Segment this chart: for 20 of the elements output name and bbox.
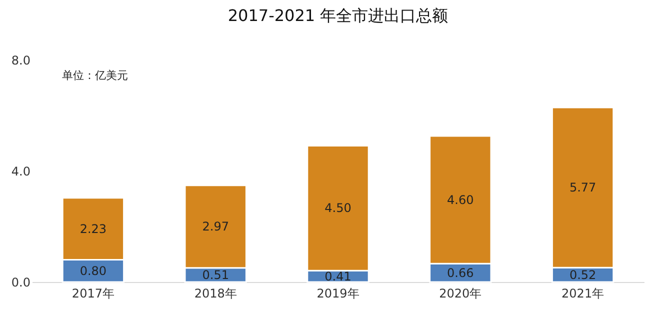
annotation: 单位：亿美元	[62, 69, 128, 82]
x-tick-label: 2020年	[439, 286, 482, 300]
data-label: 0.52	[569, 268, 596, 282]
data-label: 0.41	[324, 269, 352, 284]
data-label: 0.51	[202, 268, 229, 282]
x-tick-label: 2021年	[562, 286, 604, 300]
y-tick-label: 8.0	[11, 54, 30, 68]
data-label: 2.23	[80, 222, 107, 236]
x-tick-label: 2019年	[316, 286, 360, 300]
data-label: 0.66	[447, 266, 474, 280]
data-label: 0.80	[80, 264, 107, 278]
data-label: 2.97	[202, 220, 229, 234]
x-tick-label: 2017年	[72, 286, 114, 300]
chart-title: 2017-2021 年全市进出口总额	[228, 6, 448, 25]
y-tick-label: 4.0	[11, 164, 30, 178]
data-label: 4.50	[324, 201, 352, 216]
data-label: 4.60	[447, 192, 474, 207]
data-label: 5.77	[569, 180, 596, 195]
y-tick-label: 0.0	[11, 276, 30, 290]
x-tick-label: 2018年	[194, 286, 237, 300]
